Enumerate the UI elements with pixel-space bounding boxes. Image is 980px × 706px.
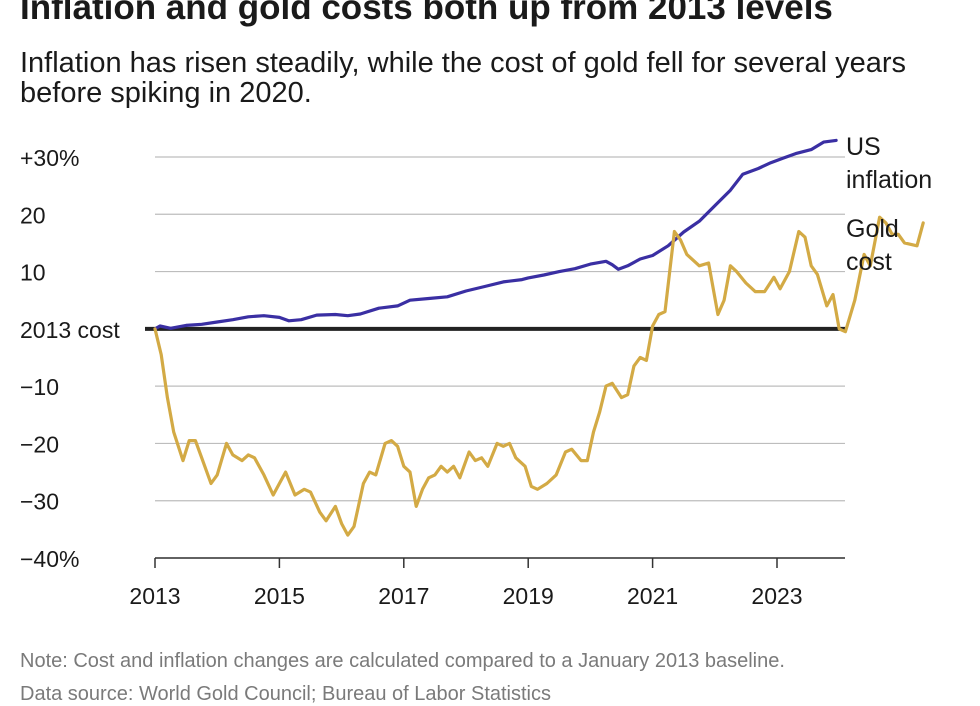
y-tick-label: 10 [20,260,46,286]
y-axis-tick-labels: +30% 20 10 2013 cost −10 −20 −30 −40% [20,145,120,572]
footnote: Note: Cost and inflation changes are cal… [20,650,785,672]
x-tick-label: 2019 [503,583,554,609]
gold-cost-label: Gold [846,215,899,243]
gold-cost-line [153,215,925,537]
x-tick-label: 2021 [627,583,678,609]
chart-subtitle: Inflation has risen steadily, while the … [20,47,907,109]
us-inflation-label: US [846,133,881,161]
x-tick-label: 2013 [129,583,180,609]
x-tick-label: 2015 [254,583,305,609]
y-tick-label: −20 [20,431,59,457]
y-tick-label: 20 [20,202,46,228]
gold-cost-label: cost [846,248,892,276]
data-source: Data source: World Gold Council; Bureau … [20,683,551,705]
y-tick-label: −40% [20,546,79,572]
x-tick-label: 2017 [378,583,429,609]
y-tick-label: +30% [20,145,79,171]
us-inflation-label: inflation [846,166,932,194]
y-tick-label: 2013 cost [20,317,120,343]
x-axis-tick-labels: 2013 2015 2017 2019 2021 2023 [129,558,803,609]
y-tick-label: −30 [20,489,59,515]
series-lines [153,138,925,537]
x-tick-label: 2023 [751,583,802,609]
series-labels: US inflation Gold cost [846,133,932,276]
grid-lines [145,156,845,559]
y-tick-label: −10 [20,374,59,400]
us-inflation-line [153,138,838,331]
chart-title: Inflation and gold costs both up from 20… [20,0,833,27]
